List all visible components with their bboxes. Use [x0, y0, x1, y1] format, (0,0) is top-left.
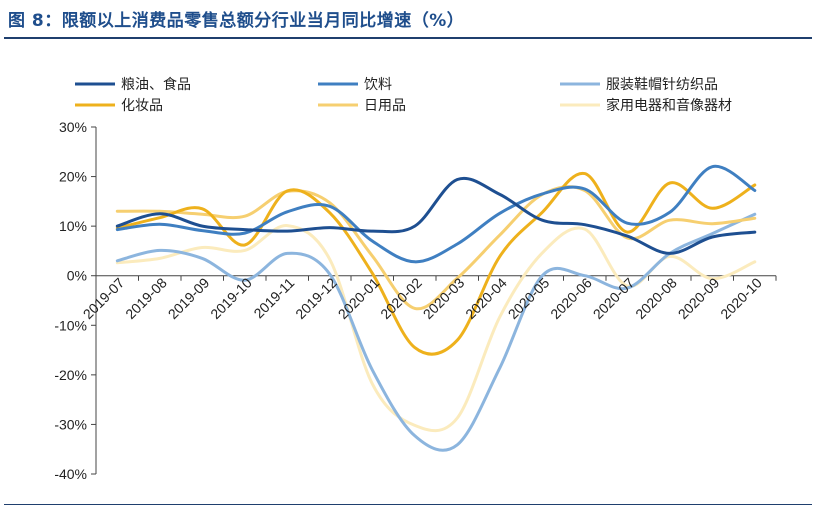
figure-title: 图 8：限额以上消费品零售总额分行业当月同比增速（%）: [8, 11, 465, 31]
y-tick-label: -20%: [54, 367, 87, 383]
y-tick-label: 0%: [67, 268, 87, 284]
x-tick-label: 2019-08: [122, 274, 170, 322]
title-divider: [4, 37, 812, 39]
y-tick-label: -10%: [54, 317, 87, 333]
x-tick-label: 2019-12: [292, 274, 340, 322]
x-tick-label: 2020-10: [717, 274, 765, 322]
x-tick-label: 2019-11: [250, 274, 297, 321]
series-line: [115, 172, 757, 356]
y-tick-label: 20%: [59, 169, 87, 185]
legend-label: 家用电器和音像器材: [606, 97, 732, 114]
series-line: [115, 176, 757, 255]
series-line: [115, 185, 757, 311]
x-tick-label: 2019-09: [165, 274, 213, 322]
series-line: [115, 164, 757, 264]
legend-label: 日用品: [364, 98, 406, 114]
series-layer: 2019-072019-082019-092019-102019-112019-…: [80, 164, 765, 452]
y-tick-label: 10%: [59, 218, 87, 234]
y-tick-label: -40%: [54, 466, 87, 482]
x-tick-label: 2020-07: [590, 274, 638, 322]
x-tick-label: 2020-03: [420, 274, 468, 322]
axes: -40% -30% -20% -10% 0% 10% 20% 30%: [54, 119, 777, 482]
x-tick-label: 2020-06: [547, 274, 595, 322]
x-tick-label: 2020-05: [505, 274, 553, 322]
y-tick-label: 30%: [59, 119, 87, 135]
series-line: [115, 212, 757, 452]
x-tick-label: 2020-09: [675, 274, 723, 322]
bottom-divider: [4, 504, 812, 505]
y-tick-label: -30%: [54, 416, 87, 432]
x-tick-label: 2019-10: [207, 274, 255, 322]
legend-label: 化妆品: [121, 98, 163, 114]
legend-label: 服装鞋帽针纺织品: [606, 77, 718, 93]
legend-label: 饮料: [364, 77, 392, 93]
legend-label: 粮油、食品: [121, 76, 191, 93]
